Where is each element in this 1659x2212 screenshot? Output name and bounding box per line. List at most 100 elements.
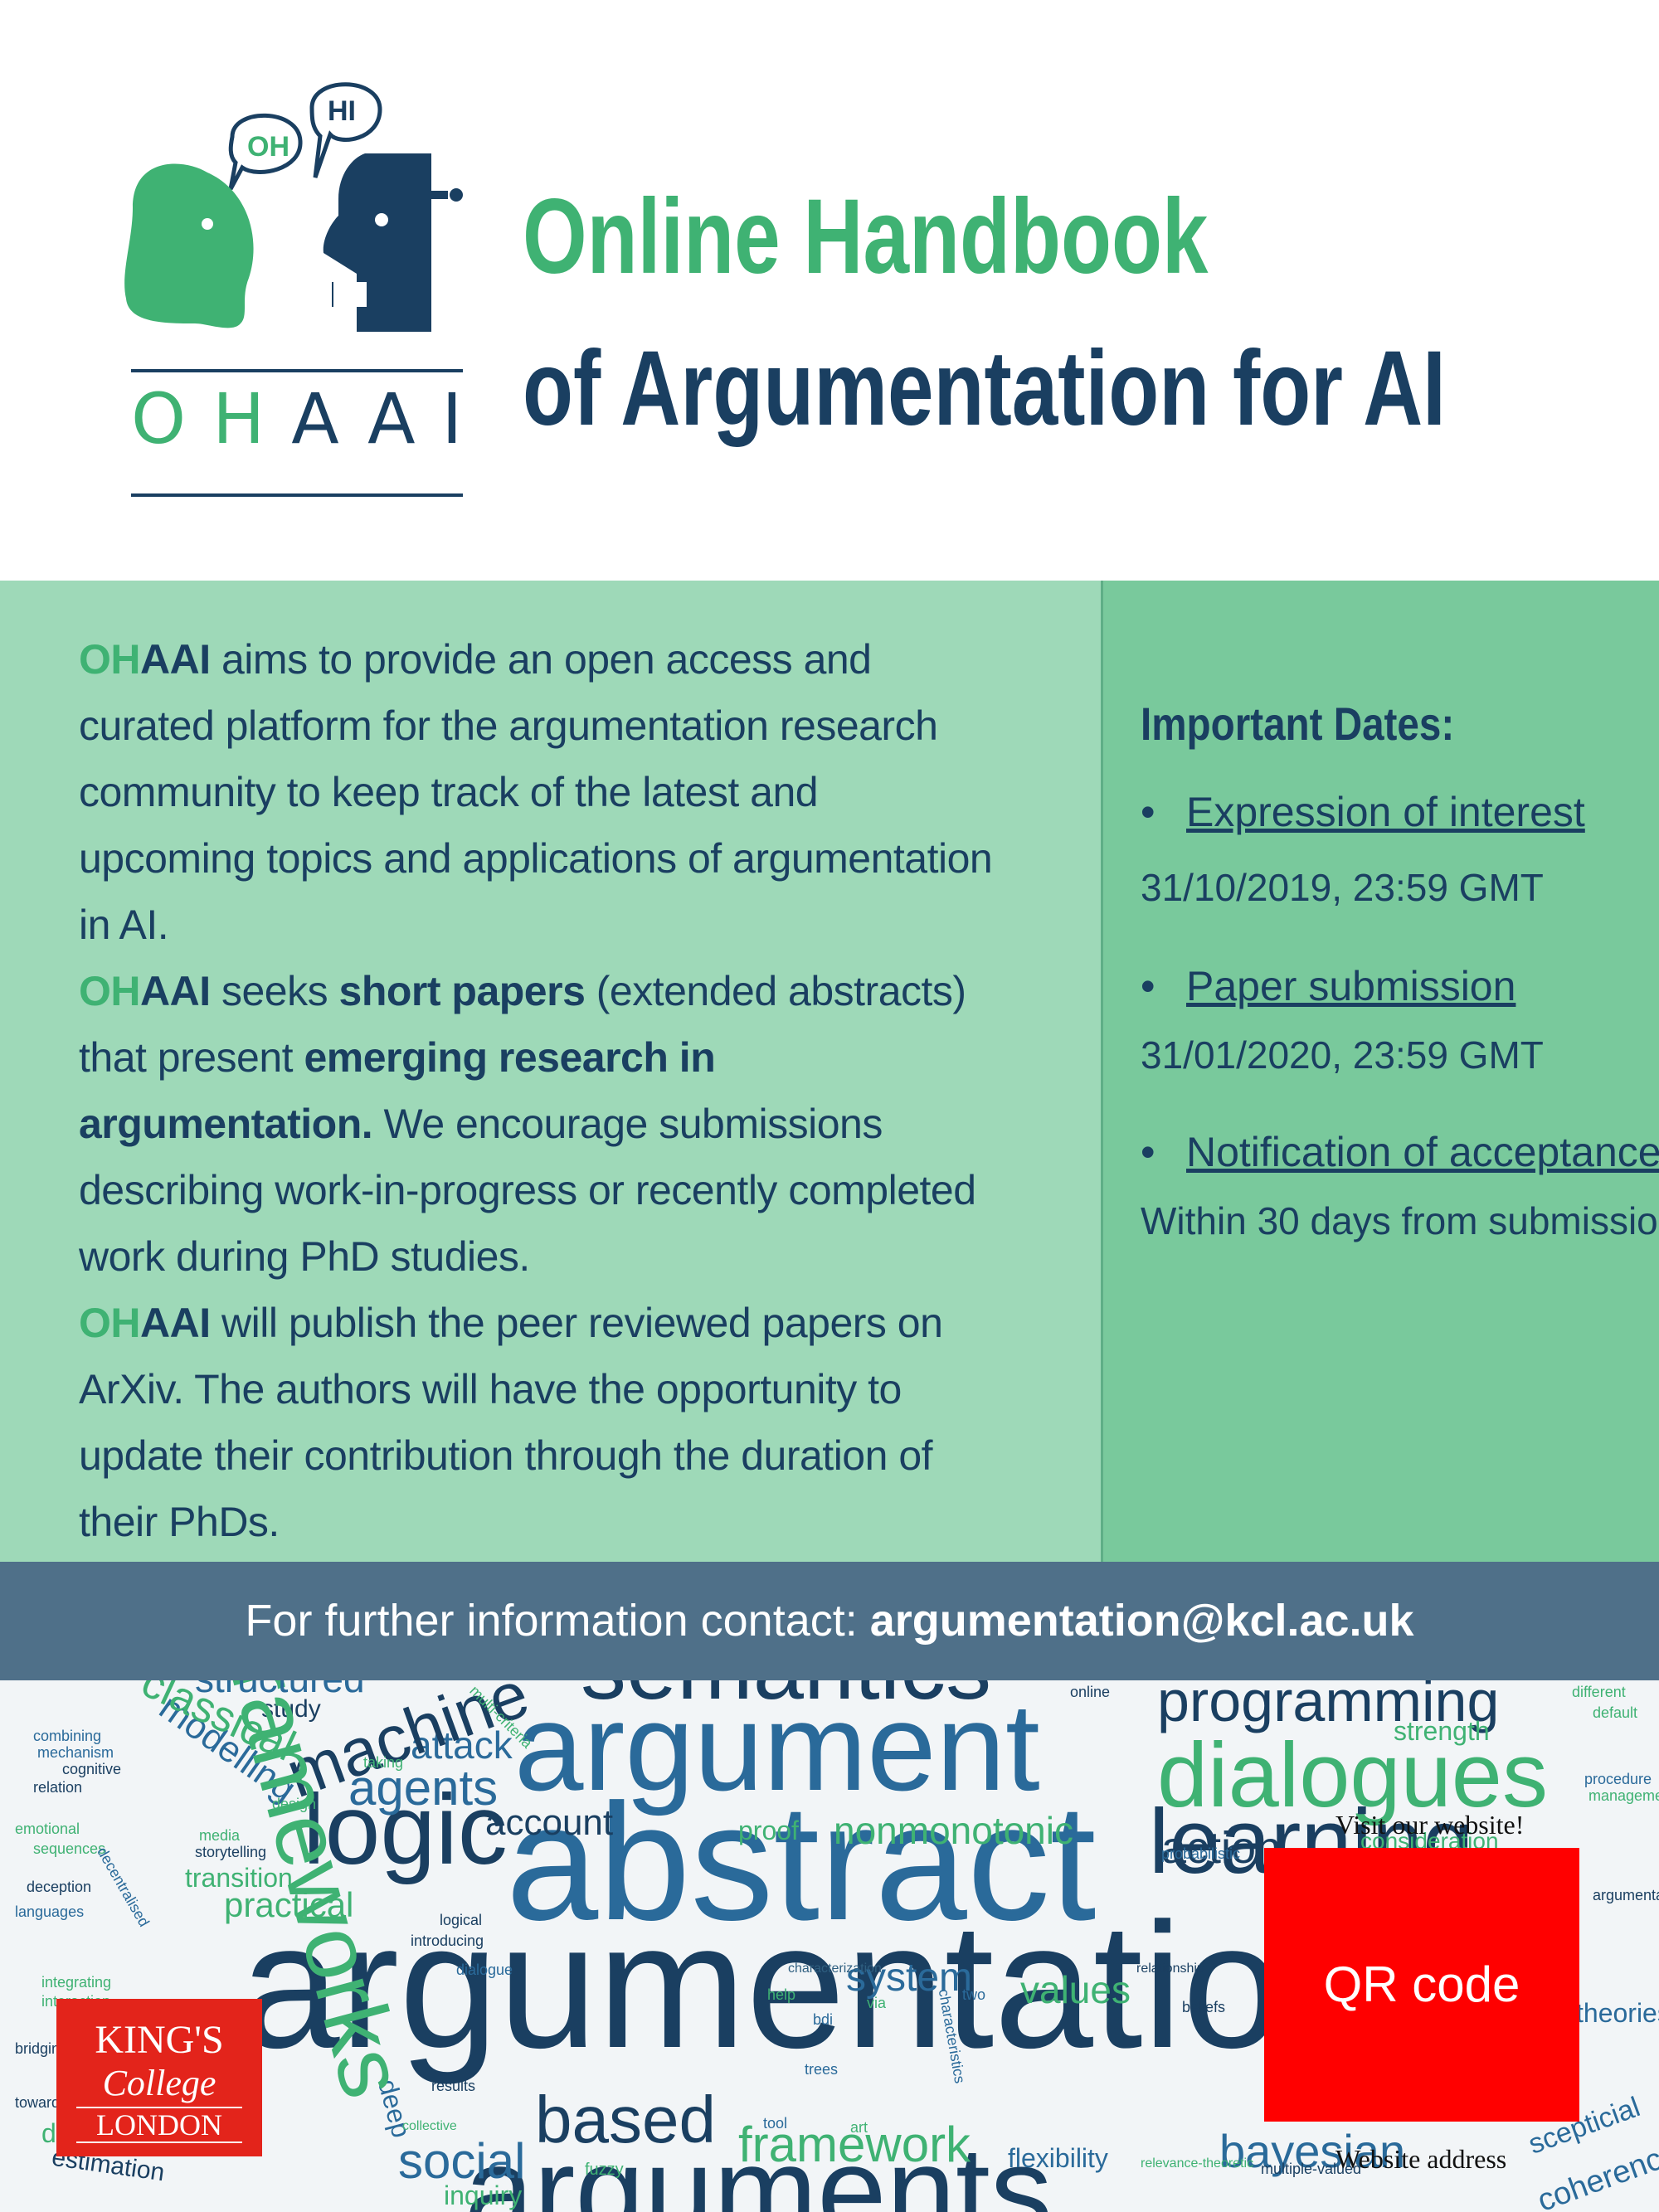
two-heads-icon: OH HI: [124, 82, 463, 332]
cloud-word: structured: [195, 1680, 365, 1698]
visit-website-label: Visit our website!: [1335, 1810, 1525, 1840]
intro-paragraph-1: OHAAI aims to provide an open access and…: [79, 626, 1000, 958]
cloud-word: flexibility: [1008, 2143, 1108, 2173]
cloud-word: different: [1572, 1684, 1626, 1700]
cloud-word: semantics: [581, 1680, 991, 1714]
cloud-word: characterization: [788, 1962, 882, 1976]
date-value: 31/01/2020, 23:59 GMT: [1141, 1033, 1544, 1077]
cloud-word: procedure: [1584, 1771, 1652, 1787]
brand-oh: OH: [79, 968, 141, 1014]
date-label: Notification of acceptance: [1186, 1129, 1659, 1175]
cloud-word: management: [1588, 1787, 1659, 1804]
cloud-word: abstract: [506, 1770, 1097, 1955]
cloud-word: inquiry: [444, 2180, 523, 2210]
cloud-word: logic: [303, 1774, 508, 1885]
cloud-word: art: [850, 2119, 868, 2136]
cloud-word: mechanism: [37, 1744, 114, 1761]
website-address-label: Website address: [1335, 2144, 1507, 2174]
date-label: Expression of interest: [1186, 789, 1585, 835]
dates-title: Important Dates:: [1141, 698, 1455, 750]
brand-aai: AAI: [140, 968, 211, 1014]
cloud-word: argumentative: [1593, 1887, 1659, 1903]
cloud-word: attack: [411, 1723, 513, 1767]
cloud-word: strength: [1394, 1716, 1490, 1746]
cloud-word: tool: [763, 2115, 788, 2132]
cloud-word: logical: [440, 1912, 483, 1928]
contact-text: For further information contact: argumen…: [0, 1562, 1659, 1680]
cloud-word: dialogues: [1157, 1724, 1548, 1826]
header: OH HI OHAAI Online Handbook of Argumenta…: [0, 0, 1659, 581]
cloud-word: beliefs: [1182, 1999, 1226, 2015]
intro-text: aims to provide an open access and curat…: [79, 636, 993, 948]
logo-word-oh: OH: [131, 378, 292, 459]
bullet-icon: •: [1141, 963, 1155, 1009]
intro-text: will publish the peer reviewed papers on…: [79, 1300, 943, 1545]
cloud-word: media: [199, 1827, 241, 1844]
date-value: Within 30 days from submission: [1141, 1199, 1659, 1242]
cloud-word: framework: [738, 2117, 971, 2172]
cloud-word: towards: [15, 2094, 68, 2111]
cloud-word: account: [485, 1802, 614, 1843]
brand-aai: AAI: [140, 1300, 211, 1346]
brand-oh: OH: [79, 636, 141, 683]
date-value: 31/10/2019, 23:59 GMT: [1141, 866, 1544, 909]
cloud-word: help: [767, 1986, 796, 2003]
kings-line3: LONDON: [76, 2107, 242, 2143]
cloud-word: arguments: [465, 2121, 1053, 2212]
word-cloud: semanticsargumentabstractargumentation ar…: [0, 1680, 1659, 2212]
intro-paragraph-2: OHAAI seeks short papers (extended abstr…: [79, 958, 1000, 1290]
logo-rule-bottom: [131, 493, 463, 497]
logo-word-aai: AAI: [291, 378, 489, 459]
logo-wordmark: OHAAI: [131, 382, 488, 456]
cloud-word: online: [1070, 1684, 1111, 1700]
cloud-word: integrating: [41, 1974, 112, 1991]
cloud-word: via: [867, 1995, 887, 2011]
bubble-right-text: HI: [328, 95, 356, 127]
cloud-word: taking: [363, 1754, 404, 1771]
cloud-word: probabilistic: [1161, 1845, 1241, 1862]
bullet-icon: •: [1141, 1129, 1155, 1175]
kings-line1: KING'S: [95, 2018, 224, 2062]
intro-text: We encourage submissions describing work…: [79, 1101, 976, 1280]
cloud-word: argument: [514, 1680, 1040, 1816]
cloud-word: practical: [224, 1885, 354, 1924]
cloud-word: deception: [27, 1879, 92, 1895]
important-dates-panel: Important Dates: • Expression of interest…: [1101, 581, 1659, 1562]
ohaai-logo: OH HI OHAAI: [116, 75, 514, 506]
qr-code[interactable]: QR code: [1264, 1848, 1579, 2122]
cloud-word: dialogue: [456, 1962, 513, 1978]
cloud-word: bdi: [813, 2011, 834, 2028]
cloud-word: results: [431, 2078, 476, 2094]
kings-line2: College: [102, 2063, 216, 2103]
cloud-word: values: [1020, 1968, 1131, 2011]
contact-email-link[interactable]: argumentation@kcl.ac.uk: [869, 1596, 1414, 1646]
emphasis-short-papers: short papers: [338, 968, 586, 1014]
cloud-word: introducing: [411, 1932, 484, 1949]
cloud-word: action: [1161, 1823, 1282, 1873]
cloud-word: relationship: [1136, 1962, 1204, 1976]
cloud-word: nonmonotonic: [834, 1809, 1073, 1852]
cloud-word: social: [398, 2133, 526, 2189]
qr-code-label: QR code: [1323, 1957, 1520, 2012]
cloud-word: cognitive: [62, 1761, 122, 1777]
brand-oh: OH: [79, 1300, 141, 1346]
cloud-word: system: [846, 1956, 973, 2000]
cloud-word: based: [535, 2083, 716, 2156]
intro-text: (extended abstracts) that present: [79, 968, 966, 1081]
cloud-word: multiple-valued: [1261, 2161, 1362, 2177]
bubble-left-text: OH: [247, 131, 289, 163]
cloud-word: languages: [15, 1903, 85, 1920]
date-item-expression: • Expression of interest: [1141, 788, 1585, 836]
intro-text: seeks: [210, 968, 339, 1014]
cloud-word: theories: [1576, 1998, 1659, 2028]
cloud-word: fuzzy: [585, 2161, 624, 2179]
cloud-word: study: [261, 1695, 321, 1723]
date-label: Paper submission: [1186, 963, 1516, 1009]
title-line1: Online Handbook: [523, 177, 1209, 296]
date-item-submission: • Paper submission: [1141, 962, 1515, 1010]
date-item-notification: • Notification of acceptance: [1141, 1128, 1659, 1176]
cloud-word: programming: [1157, 1680, 1500, 1733]
cloud-word: relevance-theoretic: [1141, 2156, 1254, 2171]
cloud-word: combining: [33, 1728, 102, 1744]
